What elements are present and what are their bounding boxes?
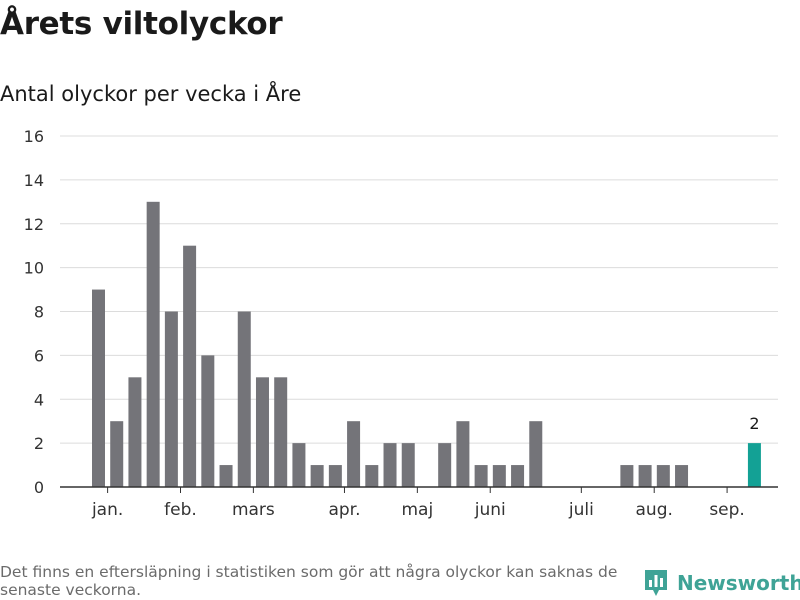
x-tick-label: maj (401, 500, 433, 520)
x-tick-label: sep. (709, 500, 745, 520)
y-tick-label: 4 (34, 390, 44, 409)
brand-name: Newsworthy (677, 571, 800, 595)
bar (675, 465, 689, 487)
bar (255, 377, 269, 487)
y-tick-label: 6 (34, 346, 44, 365)
bar (183, 245, 197, 487)
bar (328, 465, 342, 487)
bar (92, 289, 105, 487)
y-tick-label: 14 (24, 171, 44, 190)
data-label: 2 (749, 414, 759, 433)
y-tick-label: 10 (24, 259, 44, 278)
x-tick-label: juli (568, 500, 594, 520)
chart-subtitle: Antal olyckor per vecka i Åre (0, 82, 302, 106)
y-tick-label: 8 (34, 303, 44, 322)
bar (492, 465, 506, 487)
x-tick-label: juni (474, 500, 506, 520)
y-tick-label: 12 (24, 215, 44, 234)
bar (128, 377, 142, 487)
x-tick-label: apr. (328, 500, 360, 520)
bar (219, 465, 233, 487)
x-tick-label: aug. (636, 500, 673, 520)
bar (656, 465, 670, 487)
bar (110, 421, 124, 487)
bar-highlight (747, 443, 761, 487)
bar (274, 377, 288, 487)
bar (620, 465, 634, 487)
bar (383, 443, 397, 487)
gridlines (60, 135, 778, 444)
newsworthy-bar-chart-logo-icon (645, 570, 667, 596)
y-axis-ticks: 0 2 4 6 8 10 12 14 16 (24, 127, 44, 497)
y-tick-label: 0 (34, 478, 44, 497)
bar (511, 465, 525, 487)
x-axis-ticks: jan. feb. mars apr. maj juni juli aug. sep. (91, 487, 745, 520)
bar (237, 311, 251, 487)
footnote: Det finns en eftersläpning i statistiken… (0, 563, 618, 599)
bar (146, 201, 160, 487)
bar (438, 443, 452, 487)
bar (347, 421, 361, 487)
bar (365, 465, 379, 487)
x-tick-label: mars (232, 500, 275, 520)
bars (92, 201, 761, 487)
bar (292, 443, 306, 487)
brand-logo: Newsworthy (643, 568, 800, 598)
x-tick-label: jan. (91, 500, 123, 520)
x-tick-label: feb. (164, 500, 197, 520)
data-labels: 2 (749, 414, 759, 433)
bar (201, 355, 215, 487)
y-tick-label: 2 (34, 434, 44, 453)
bar (529, 421, 543, 487)
bar (164, 311, 178, 487)
chart-title: Årets viltolyckor (0, 6, 283, 42)
y-tick-label: 16 (24, 127, 44, 146)
bar (474, 465, 488, 487)
bar (310, 465, 324, 487)
bar (401, 443, 415, 487)
bar (638, 465, 652, 487)
bar (456, 421, 470, 487)
